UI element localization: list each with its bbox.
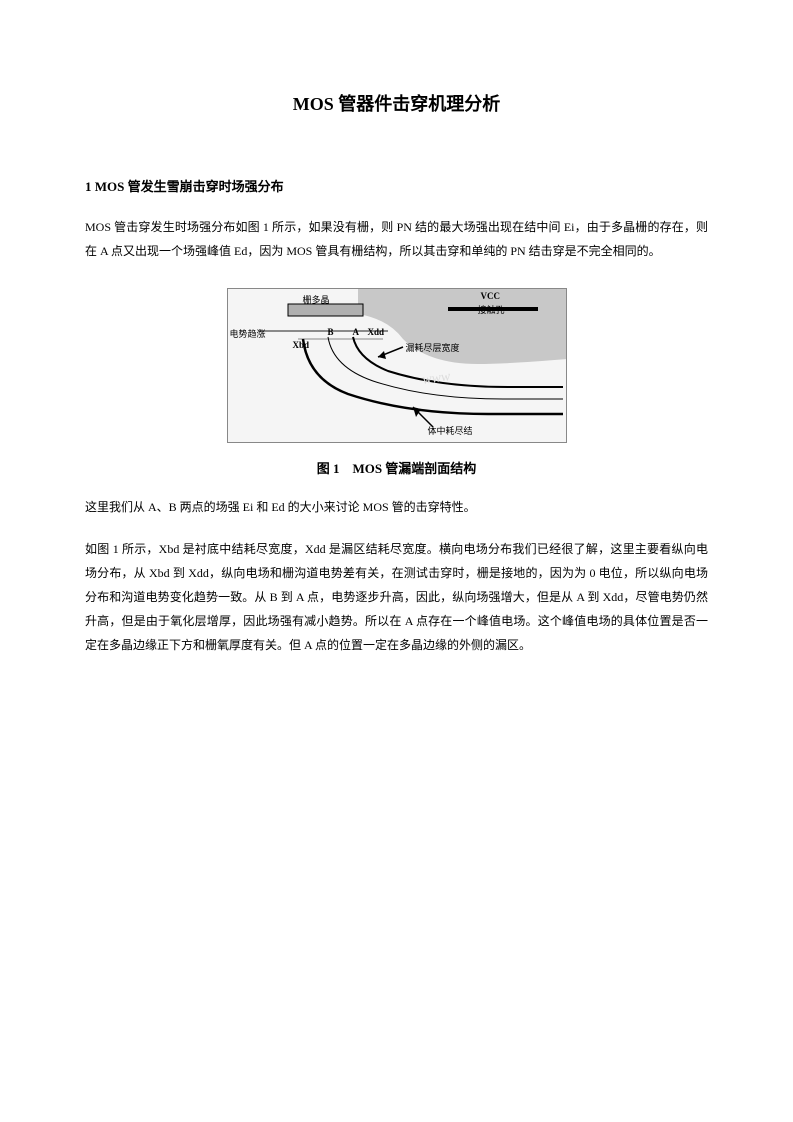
section-1-paragraph-3: 如图 1 所示，Xbd 是衬底中结耗尽宽度，Xdd 是漏区结耗尽宽度。横向电场分… [85, 537, 708, 657]
figure-1-container: www 栅多晶 VCC 接触孔 电势趋涨 B A Xdd Xbd 漏耗尽层宽度 … [85, 288, 708, 477]
figure-1-caption: 图 1 MOS 管漏端剖面结构 [317, 458, 477, 477]
figure-label-xbd: Xbd [293, 340, 310, 350]
figure-label-vcc: VCC [481, 291, 501, 301]
figure-1-diagram: www 栅多晶 VCC 接触孔 电势趋涨 B A Xdd Xbd 漏耗尽层宽度 … [227, 288, 567, 443]
document-title: MOS 管器件击穿机理分析 [85, 90, 708, 116]
section-1-heading: 1 MOS 管发生雪崩击穿时场强分布 [85, 176, 708, 195]
figure-label-xdd: Xdd [368, 327, 385, 337]
figure-label-depletion: 漏耗尽层宽度 [406, 341, 460, 354]
figure-label-contact: 接触孔 [478, 303, 505, 316]
figure-label-b: B [328, 327, 334, 337]
section-1-paragraph-2: 这里我们从 A、B 两点的场强 Ei 和 Ed 的大小来讨论 MOS 管的击穿特… [85, 495, 708, 519]
figure-label-potential: 电势趋涨 [230, 327, 266, 340]
figure-label-a: A [353, 327, 360, 337]
figure-label-poly: 栅多晶 [303, 293, 330, 306]
figure-label-junction: 体中耗尽结 [428, 424, 473, 437]
section-1-paragraph-1: MOS 管击穿发生时场强分布如图 1 所示，如果没有栅，则 PN 结的最大场强出… [85, 215, 708, 263]
